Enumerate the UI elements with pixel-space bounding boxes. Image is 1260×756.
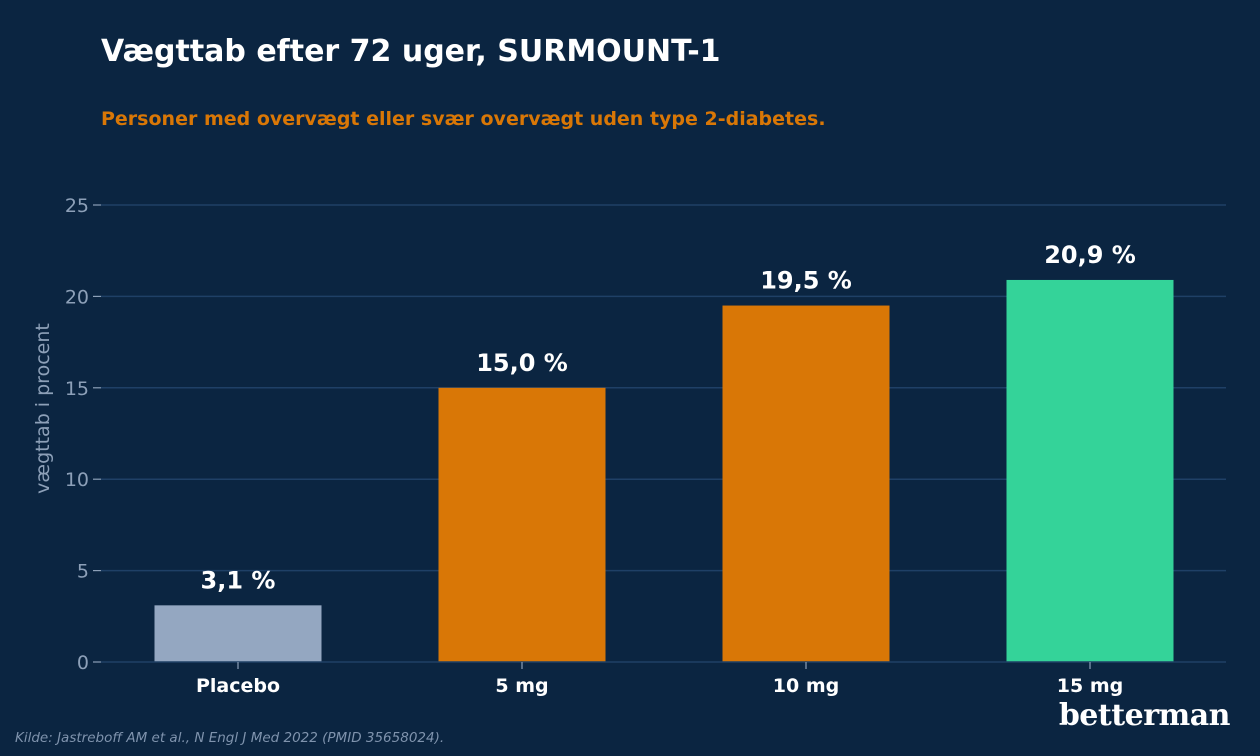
y-tick-label: 15 — [65, 378, 89, 400]
data-label: 3,1 % — [201, 566, 276, 594]
x-tick-label: 10 mg — [773, 675, 839, 697]
y-tick-label: 5 — [77, 561, 89, 583]
y-tick-label: 10 — [65, 469, 89, 491]
y-axis-label: vægttab i procent — [32, 323, 54, 494]
x-tick-label: 5 mg — [495, 675, 548, 697]
brand-logo: betterman — [1058, 698, 1231, 733]
bars — [154, 279, 1174, 662]
axes: 0 5 10 15 20 25 vægttab i procent Placebo 5 mg 10… — [32, 195, 1226, 697]
y-tick-label: 25 — [65, 195, 89, 217]
data-label: 20,9 % — [1044, 241, 1136, 269]
data-labels: 3,1 % 15,0 % 19,5 % 20,9 % — [201, 241, 1136, 594]
y-tick-label: 0 — [77, 652, 89, 674]
data-label: 19,5 % — [760, 267, 852, 295]
y-tick-label: 20 — [65, 286, 89, 308]
chart-title: Vægttab efter 72 uger, SURMOUNT-1 — [101, 34, 721, 69]
chart-subtitle: Personer med overvægt eller svær overvæg… — [101, 108, 826, 130]
bar — [1006, 279, 1174, 662]
x-tick-label: 15 mg — [1057, 675, 1123, 697]
data-label: 15,0 % — [476, 349, 568, 377]
bar — [722, 305, 890, 662]
x-tick-label: Placebo — [196, 675, 280, 697]
bar — [154, 605, 322, 662]
source-note: Kilde: Jastreboff AM et al., N Engl J Me… — [15, 730, 445, 746]
bar — [438, 387, 606, 662]
